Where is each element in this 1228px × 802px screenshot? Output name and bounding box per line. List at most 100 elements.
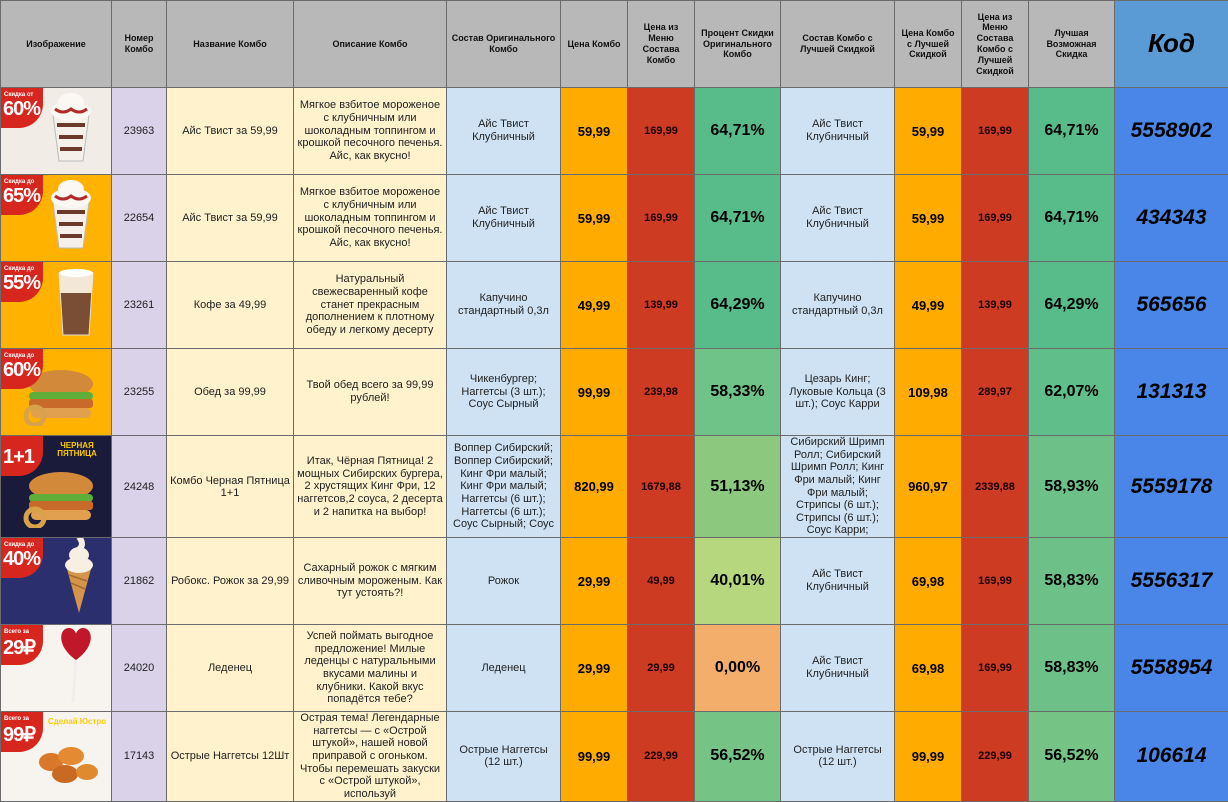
best-discount-cell[interactable]: 56,52%: [1029, 712, 1115, 801]
combo-description-cell[interactable]: Успей поймать выгодное предложение! Милы…: [294, 625, 447, 712]
best-price-cell[interactable]: 109,98: [895, 349, 962, 436]
best-composition-cell[interactable]: Сибирский Шримп Ролл; Сибирский Шримп Ро…: [781, 436, 895, 538]
combo-number-cell[interactable]: 17143: [112, 712, 167, 801]
original-composition-cell[interactable]: Айс Твист Клубничный: [447, 88, 561, 175]
combo-name-cell[interactable]: Айс Твист за 59,99: [167, 88, 294, 175]
combo-number-cell[interactable]: 23261: [112, 262, 167, 349]
best-menu-price-cell[interactable]: 2339,88: [962, 436, 1029, 538]
combo-description-cell[interactable]: Твой обед всего за 99,99 рублей!: [294, 349, 447, 436]
best-menu-price-cell[interactable]: 169,99: [962, 88, 1029, 175]
header-best-discount[interactable]: Лучшая Возможная Скидка: [1029, 1, 1115, 88]
combo-number-cell[interactable]: 24020: [112, 625, 167, 712]
best-composition-cell[interactable]: Капучино стандартный 0,3л: [781, 262, 895, 349]
combo-number-cell[interactable]: 24248: [112, 436, 167, 538]
combo-description-cell[interactable]: Мягкое взбитое мороженое с клубничным ил…: [294, 175, 447, 262]
combo-name-cell[interactable]: Айс Твист за 59,99: [167, 175, 294, 262]
header-code[interactable]: Код: [1115, 1, 1228, 88]
combo-name-cell[interactable]: Робокс. Рожок за 29,99: [167, 538, 294, 625]
code-cell[interactable]: 5559178: [1115, 436, 1228, 538]
combo-name-cell[interactable]: Комбо Черная Пятница 1+1: [167, 436, 294, 538]
original-composition-cell[interactable]: Острые Наггетсы (12 шт.): [447, 712, 561, 801]
original-discount-cell[interactable]: 51,13%: [695, 436, 781, 538]
combo-price-cell[interactable]: 820,99: [561, 436, 628, 538]
combo-name-cell[interactable]: Обед за 99,99: [167, 349, 294, 436]
code-cell[interactable]: 5558954: [1115, 625, 1228, 712]
original-discount-cell[interactable]: 0,00%: [695, 625, 781, 712]
code-cell[interactable]: 5556317: [1115, 538, 1228, 625]
best-price-cell[interactable]: 69,98: [895, 538, 962, 625]
best-composition-cell[interactable]: Острые Наггетсы (12 шт.): [781, 712, 895, 801]
original-composition-cell[interactable]: Леденец: [447, 625, 561, 712]
combo-price-cell[interactable]: 29,99: [561, 538, 628, 625]
best-composition-cell[interactable]: Айс Твист Клубничный: [781, 625, 895, 712]
header-original-composition[interactable]: Состав Оригинального Комбо: [447, 1, 561, 88]
menu-price-cell[interactable]: 1679,88: [628, 436, 695, 538]
combo-name-cell[interactable]: Кофе за 49,99: [167, 262, 294, 349]
combo-description-cell[interactable]: Мягкое взбитое мороженое с клубничным ил…: [294, 88, 447, 175]
header-combo-price[interactable]: Цена Комбо: [561, 1, 628, 88]
combo-number-cell[interactable]: 22654: [112, 175, 167, 262]
menu-price-cell[interactable]: 169,99: [628, 175, 695, 262]
menu-price-cell[interactable]: 29,99: [628, 625, 695, 712]
best-menu-price-cell[interactable]: 169,99: [962, 625, 1029, 712]
header-best-composition[interactable]: Состав Комбо с Лучшей Скидкой: [781, 1, 895, 88]
original-discount-cell[interactable]: 58,33%: [695, 349, 781, 436]
menu-price-cell[interactable]: 49,99: [628, 538, 695, 625]
best-discount-cell[interactable]: 64,29%: [1029, 262, 1115, 349]
original-composition-cell[interactable]: Воппер Сибирский; Воппер Сибирский; Кинг…: [447, 436, 561, 538]
best-composition-cell[interactable]: Айс Твист Клубничный: [781, 88, 895, 175]
combo-price-cell[interactable]: 59,99: [561, 175, 628, 262]
combo-name-cell[interactable]: Леденец: [167, 625, 294, 712]
best-composition-cell[interactable]: Айс Твист Клубничный: [781, 538, 895, 625]
combo-name-cell[interactable]: Острые Наггетсы 12Шт: [167, 712, 294, 801]
header-original-discount[interactable]: Процент Скидки Оригинального Комбо: [695, 1, 781, 88]
combo-price-cell[interactable]: 59,99: [561, 88, 628, 175]
header-best-price[interactable]: Цена Комбо с Лучшей Скидкой: [895, 1, 962, 88]
combo-number-cell[interactable]: 21862: [112, 538, 167, 625]
best-composition-cell[interactable]: Цезарь Кинг; Луковые Кольца (3 шт.); Соу…: [781, 349, 895, 436]
best-price-cell[interactable]: 59,99: [895, 175, 962, 262]
header-image[interactable]: Изображение: [1, 1, 112, 88]
code-cell[interactable]: 434343: [1115, 175, 1228, 262]
menu-price-cell[interactable]: 229,99: [628, 712, 695, 801]
best-price-cell[interactable]: 99,99: [895, 712, 962, 801]
original-discount-cell[interactable]: 56,52%: [695, 712, 781, 801]
original-discount-cell[interactable]: 64,71%: [695, 88, 781, 175]
combo-description-cell[interactable]: Натуральный свежесваренный кофе станет п…: [294, 262, 447, 349]
best-price-cell[interactable]: 69,98: [895, 625, 962, 712]
original-discount-cell[interactable]: 64,29%: [695, 262, 781, 349]
header-menu-price[interactable]: Цена из Меню Состава Комбо: [628, 1, 695, 88]
header-best-menu-price[interactable]: Цена из Меню Состава Комбо с Лучшей Скид…: [962, 1, 1029, 88]
best-menu-price-cell[interactable]: 229,99: [962, 712, 1029, 801]
best-discount-cell[interactable]: 58,83%: [1029, 538, 1115, 625]
combo-description-cell[interactable]: Острая тема! Легендарные наггетсы — с «О…: [294, 712, 447, 801]
best-menu-price-cell[interactable]: 169,99: [962, 538, 1029, 625]
combo-price-cell[interactable]: 29,99: [561, 625, 628, 712]
best-discount-cell[interactable]: 62,07%: [1029, 349, 1115, 436]
best-composition-cell[interactable]: Айс Твист Клубничный: [781, 175, 895, 262]
combo-number-cell[interactable]: 23255: [112, 349, 167, 436]
header-combo-description[interactable]: Описание Комбо: [294, 1, 447, 88]
code-cell[interactable]: 106614: [1115, 712, 1228, 801]
original-discount-cell[interactable]: 64,71%: [695, 175, 781, 262]
best-discount-cell[interactable]: 64,71%: [1029, 175, 1115, 262]
best-menu-price-cell[interactable]: 169,99: [962, 175, 1029, 262]
combo-price-cell[interactable]: 99,99: [561, 712, 628, 801]
best-price-cell[interactable]: 49,99: [895, 262, 962, 349]
combo-price-cell[interactable]: 99,99: [561, 349, 628, 436]
original-composition-cell[interactable]: Айс Твист Клубничный: [447, 175, 561, 262]
best-price-cell[interactable]: 59,99: [895, 88, 962, 175]
best-price-cell[interactable]: 960,97: [895, 436, 962, 538]
header-combo-name[interactable]: Название Комбо: [167, 1, 294, 88]
original-composition-cell[interactable]: Чикенбургер; Наггетсы (3 шт.); Соус Сырн…: [447, 349, 561, 436]
best-menu-price-cell[interactable]: 289,97: [962, 349, 1029, 436]
best-discount-cell[interactable]: 58,93%: [1029, 436, 1115, 538]
